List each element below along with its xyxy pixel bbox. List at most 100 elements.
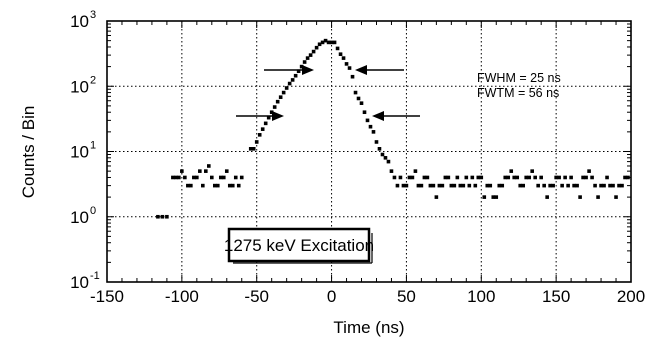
data-point — [368, 124, 373, 129]
data-point — [344, 62, 349, 66]
data-point — [248, 146, 253, 151]
data-point — [377, 146, 382, 151]
y-axis-title: Counts / Bin — [19, 106, 38, 199]
data-point — [476, 175, 481, 180]
y-tick-label-exponent: 0 — [90, 205, 96, 217]
data-point — [539, 175, 543, 180]
data-point — [221, 175, 226, 180]
data-point — [374, 140, 379, 144]
data-point — [332, 40, 337, 45]
data-point — [446, 175, 451, 180]
data-point — [623, 175, 627, 180]
fwtm-right-arrow — [372, 111, 420, 121]
data-point — [189, 183, 193, 188]
x-tick-label: 0 — [327, 287, 336, 306]
data-point — [554, 175, 558, 180]
data-point — [458, 183, 463, 188]
data-point — [407, 175, 412, 180]
data-point — [218, 175, 223, 180]
data-point — [599, 183, 603, 188]
data-point — [320, 40, 325, 45]
data-point — [165, 214, 169, 219]
data-point — [479, 175, 484, 180]
data-point — [305, 56, 310, 60]
data-point — [365, 118, 370, 123]
data-point — [500, 183, 505, 188]
data-point — [275, 99, 280, 104]
data-point — [578, 195, 582, 199]
y-tick-label-exponent: -1 — [90, 270, 100, 282]
data-point — [215, 183, 220, 188]
data-point — [545, 195, 549, 199]
data-point — [596, 195, 600, 199]
data-point — [401, 183, 406, 188]
excitation-label-box: 1275 keV Excitation — [224, 227, 374, 264]
data-point — [323, 38, 328, 43]
data-point — [422, 175, 427, 180]
data-point — [290, 78, 295, 82]
data-point — [233, 175, 238, 180]
data-point — [180, 169, 184, 173]
data-point — [485, 183, 490, 188]
data-point — [464, 175, 469, 180]
data-point — [281, 90, 286, 95]
data-point — [260, 127, 265, 131]
data-point — [326, 40, 331, 45]
x-tick-label: -150 — [90, 287, 124, 306]
data-point — [410, 175, 415, 180]
data-point — [296, 69, 301, 74]
y-tick-label-exponent: 2 — [90, 74, 96, 86]
data-point — [434, 195, 439, 199]
data-point — [174, 175, 178, 180]
data-point — [210, 175, 214, 180]
fwhm-right-arrow — [355, 65, 404, 75]
data-point — [572, 183, 576, 188]
data-point — [581, 175, 585, 180]
x-tick-label: 100 — [467, 287, 495, 306]
y-tick-label: 10 — [70, 273, 89, 292]
data-point — [521, 183, 526, 188]
data-point — [198, 169, 202, 173]
y-tick-label-exponent: 1 — [90, 140, 96, 152]
data-point — [224, 169, 229, 173]
data-point — [419, 183, 424, 188]
data-point — [293, 73, 298, 78]
data-point — [548, 183, 552, 188]
data-point — [195, 175, 199, 180]
x-tick-label: 200 — [617, 287, 645, 306]
data-point — [186, 183, 190, 188]
data-point — [317, 42, 322, 47]
data-point — [575, 183, 579, 188]
data-point — [428, 183, 433, 188]
data-point — [227, 183, 232, 188]
data-point — [371, 130, 376, 134]
data-point — [347, 66, 352, 70]
data-point — [551, 183, 555, 188]
data-point — [395, 183, 400, 188]
data-point — [359, 101, 364, 105]
data-point — [383, 156, 388, 160]
fwhm-left-arrow — [264, 65, 314, 75]
data-point — [341, 56, 346, 60]
data-point — [314, 45, 319, 50]
ticks — [106, 21, 632, 283]
data-point — [449, 183, 454, 188]
x-tick-labels: -150 -100 -50 0 50 100 150 200 — [90, 287, 645, 306]
data-point — [156, 214, 160, 219]
fwtm-left-arrow — [236, 111, 284, 121]
data-point — [284, 86, 289, 90]
data-point — [608, 183, 612, 188]
x-axis-title: Time (ns) — [333, 318, 404, 337]
data-point — [416, 183, 421, 188]
data-point — [524, 175, 528, 180]
data-point — [160, 214, 165, 219]
data-point — [614, 195, 618, 199]
data-point — [263, 121, 268, 126]
data-point — [470, 175, 475, 180]
data-point — [302, 60, 307, 64]
data-point — [413, 169, 418, 173]
data-point — [239, 175, 244, 180]
data-point — [530, 169, 534, 173]
data-point — [353, 90, 358, 95]
